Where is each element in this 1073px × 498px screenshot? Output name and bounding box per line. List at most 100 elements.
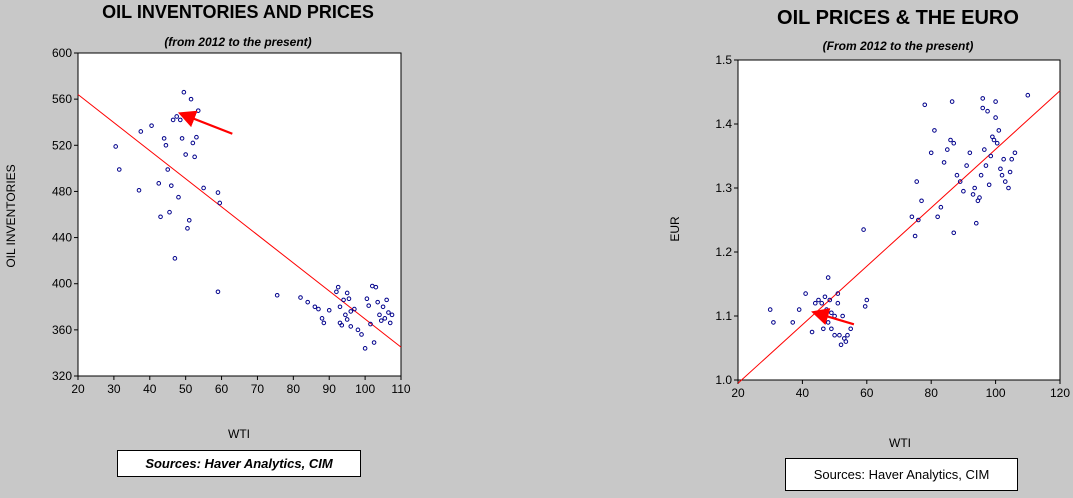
x-tick-label: 90 xyxy=(323,382,337,396)
data-point xyxy=(215,190,221,195)
chart-left-xaxis: 20 30 40 50 60 70 80 90 100 110 xyxy=(71,376,411,396)
data-point xyxy=(935,214,940,220)
x-tick-label: 100 xyxy=(986,386,1006,400)
data-point xyxy=(188,96,194,102)
data-point xyxy=(326,307,332,313)
data-point xyxy=(919,198,924,204)
data-point xyxy=(386,310,391,315)
chart-left-points xyxy=(113,89,395,351)
trend-line xyxy=(737,90,1061,384)
data-point xyxy=(837,332,842,338)
x-tick-label: 20 xyxy=(71,382,85,396)
chart-right-xlabel: WTI xyxy=(889,436,911,450)
data-point xyxy=(973,220,979,226)
data-point xyxy=(928,150,934,156)
data-point xyxy=(945,147,950,152)
data-point xyxy=(346,296,352,302)
data-point xyxy=(335,284,341,290)
data-point xyxy=(316,306,321,312)
chart-left-ylabel: OIL INVENTORIES xyxy=(4,164,18,267)
chart-right-subtitle: (From 2012 to the present) xyxy=(823,39,974,53)
data-point xyxy=(848,326,854,332)
data-point xyxy=(378,318,384,323)
data-point xyxy=(181,89,187,95)
data-point xyxy=(991,137,997,143)
data-point xyxy=(339,322,345,328)
x-tick-label: 60 xyxy=(860,386,874,400)
x-tick-label: 40 xyxy=(796,386,810,400)
y-tick-label: 1.4 xyxy=(715,117,732,131)
x-tick-label: 110 xyxy=(391,382,410,396)
y-tick-label: 400 xyxy=(52,277,72,291)
chart-left-trendline-group xyxy=(77,94,402,348)
y-tick-label: 1.3 xyxy=(715,181,732,195)
data-point xyxy=(861,227,866,232)
y-tick-label: 440 xyxy=(52,231,72,245)
data-point xyxy=(949,99,955,104)
data-point xyxy=(938,204,944,210)
data-point xyxy=(380,304,386,310)
data-point xyxy=(829,326,834,332)
highlight-arrow xyxy=(811,308,855,326)
data-point xyxy=(999,172,1005,178)
x-tick-label: 40 xyxy=(143,382,157,396)
chart-left-xlabel: WTI xyxy=(228,427,250,441)
y-tick-label: 1.1 xyxy=(715,309,732,323)
y-tick-label: 320 xyxy=(52,369,72,383)
x-tick-label: 100 xyxy=(355,382,375,396)
data-point xyxy=(951,230,957,236)
chart-left-title: OIL INVENTORIES AND PRICES xyxy=(102,2,374,22)
data-point xyxy=(845,332,850,338)
data-point xyxy=(812,300,818,306)
y-tick-label: 360 xyxy=(52,323,72,337)
data-point xyxy=(165,167,171,172)
data-point xyxy=(359,332,364,337)
data-point xyxy=(916,217,921,223)
y-tick-label: 1.5 xyxy=(715,53,732,67)
data-point xyxy=(368,321,373,327)
data-point xyxy=(985,108,990,114)
sources-box-left: Sources: Haver Analytics, CIM xyxy=(117,450,361,477)
data-point xyxy=(377,312,382,318)
y-tick-label: 600 xyxy=(52,46,72,60)
data-point xyxy=(909,214,915,220)
data-point xyxy=(341,297,346,303)
x-tick-label: 30 xyxy=(107,382,121,396)
data-point xyxy=(862,304,868,309)
data-point xyxy=(982,147,987,152)
data-point xyxy=(912,233,918,239)
chart-left: OIL INVENTORIES AND PRICES (from 2012 to… xyxy=(4,2,411,441)
data-point xyxy=(156,181,162,186)
data-point xyxy=(179,136,185,141)
data-point xyxy=(988,153,994,159)
data-point xyxy=(170,117,176,123)
chart-right: OIL PRICES & THE EURO (From 2012 to the … xyxy=(668,7,1070,450)
trend-line xyxy=(77,94,402,348)
data-point xyxy=(980,96,986,101)
x-tick-label: 50 xyxy=(179,382,193,396)
data-point xyxy=(993,99,998,104)
data-point xyxy=(217,200,223,206)
data-point xyxy=(1009,156,1015,162)
data-point xyxy=(319,316,325,321)
data-point xyxy=(827,297,833,303)
data-point xyxy=(986,182,992,188)
data-point xyxy=(215,289,221,295)
data-point xyxy=(337,304,343,310)
data-point xyxy=(922,102,928,108)
data-point xyxy=(344,290,350,296)
data-point xyxy=(825,275,831,280)
chart-right-plot-area xyxy=(737,59,1061,381)
data-point xyxy=(334,289,339,295)
data-point xyxy=(1001,156,1006,162)
data-point xyxy=(375,299,380,305)
data-point xyxy=(978,172,984,178)
chart-left-subtitle: (from 2012 to the present) xyxy=(164,35,311,49)
data-point xyxy=(321,320,327,326)
y-tick-label: 520 xyxy=(52,138,72,152)
data-point xyxy=(312,304,318,310)
data-point xyxy=(1007,169,1013,175)
data-point xyxy=(948,137,953,143)
sources-box-right: Sources: Haver Analytics, CIM xyxy=(785,458,1018,491)
